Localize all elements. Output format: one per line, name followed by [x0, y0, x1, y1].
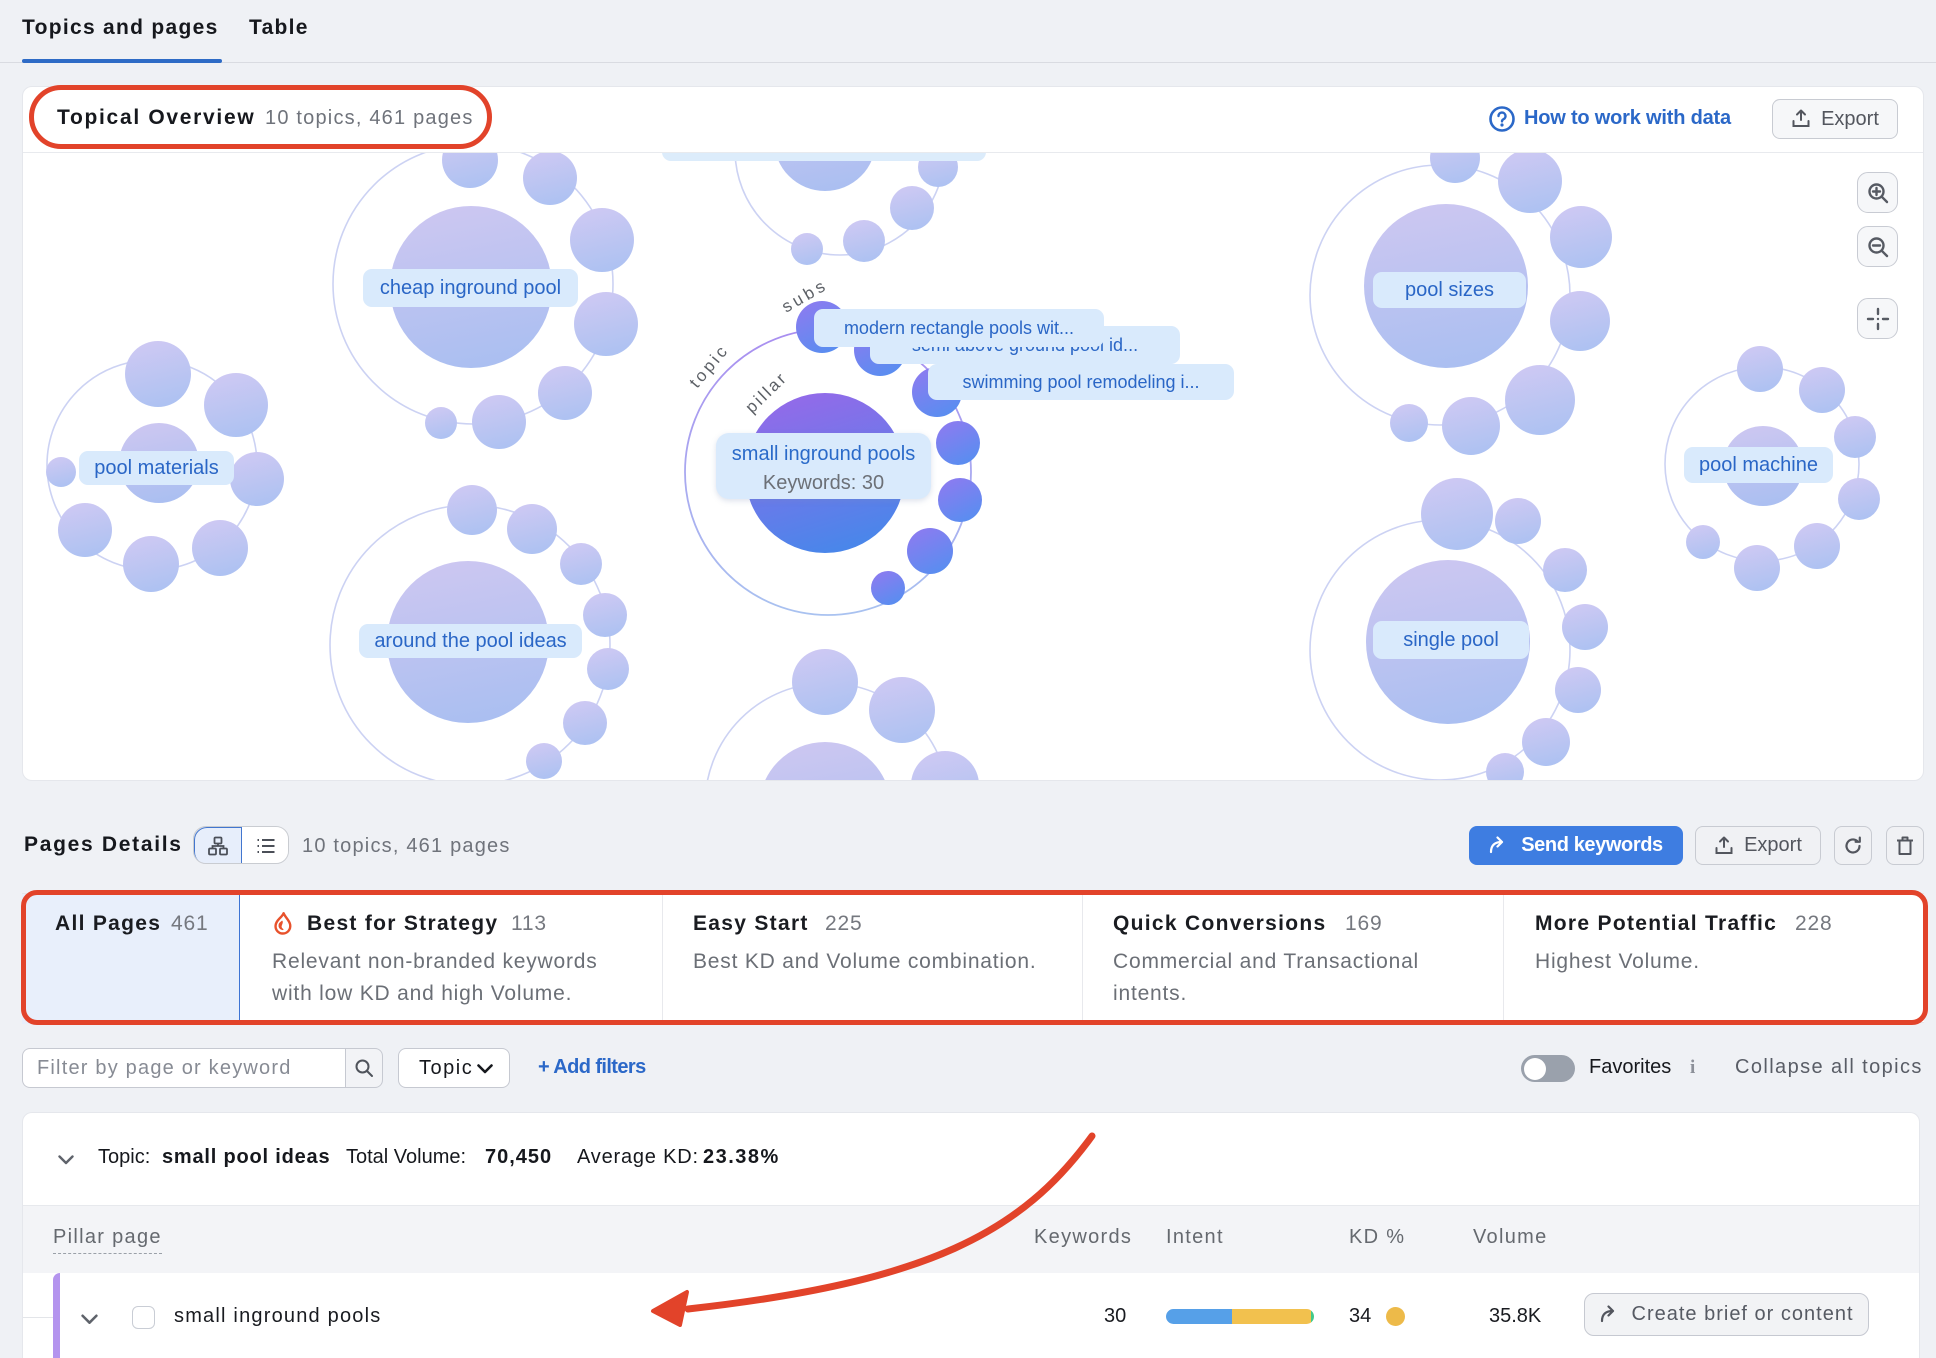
svg-text:topic: topic [686, 340, 733, 391]
